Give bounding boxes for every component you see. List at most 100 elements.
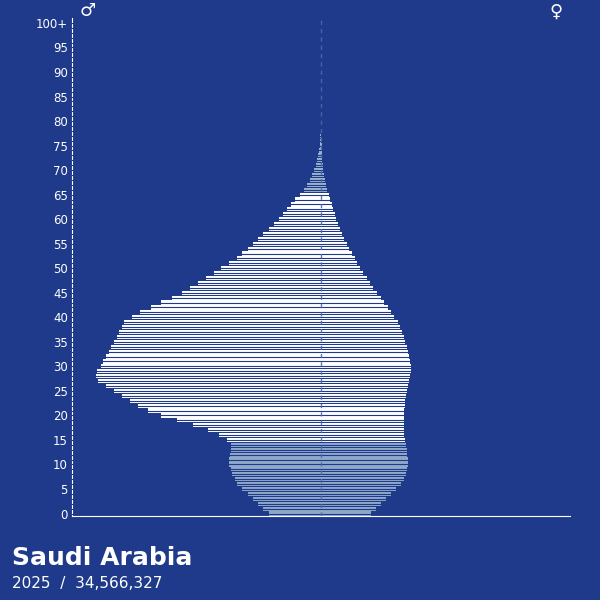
Bar [248, 247, 321, 251]
Bar [132, 315, 321, 319]
Bar [214, 271, 321, 275]
Bar [229, 261, 321, 265]
Bar [229, 457, 321, 461]
Bar [172, 296, 321, 300]
Bar [321, 290, 377, 295]
Bar [287, 207, 321, 211]
Bar [321, 350, 408, 354]
Bar [320, 143, 321, 148]
Bar [321, 477, 404, 481]
Text: 2025  /  34,566,327: 2025 / 34,566,327 [12, 576, 163, 591]
Bar [291, 202, 321, 206]
Bar [161, 413, 321, 418]
Bar [98, 379, 321, 383]
Bar [321, 448, 407, 452]
Bar [230, 467, 321, 472]
Bar [321, 502, 381, 506]
Bar [320, 139, 321, 143]
Bar [101, 364, 321, 368]
Bar [321, 232, 342, 236]
Bar [321, 242, 347, 246]
Bar [321, 251, 352, 256]
Bar [321, 256, 355, 260]
Bar [112, 344, 321, 349]
Text: #ffffff: #ffffff [82, 32, 86, 33]
Bar [313, 173, 321, 177]
Bar [130, 398, 321, 403]
Bar [137, 404, 321, 407]
Bar [229, 463, 321, 467]
Bar [319, 153, 321, 157]
Bar [161, 301, 321, 305]
Bar [103, 359, 321, 364]
Bar [263, 506, 321, 511]
Bar [177, 418, 321, 422]
Bar [182, 290, 321, 295]
Bar [321, 163, 323, 167]
Bar [321, 418, 404, 422]
Bar [321, 452, 407, 457]
Bar [321, 168, 323, 172]
Text: Saudi Arabia: Saudi Arabia [12, 546, 193, 570]
Bar [321, 413, 404, 418]
Bar [208, 428, 321, 432]
Bar [119, 330, 321, 334]
Bar [321, 330, 402, 334]
Bar [321, 286, 373, 290]
Bar [321, 325, 400, 329]
Bar [321, 384, 408, 388]
Bar [206, 276, 321, 280]
Bar [269, 511, 321, 515]
Bar [321, 281, 370, 285]
Bar [321, 506, 376, 511]
Bar [320, 134, 321, 138]
Bar [114, 340, 321, 344]
Bar [316, 163, 321, 167]
Bar [321, 315, 394, 319]
Bar [321, 158, 322, 163]
Bar [283, 212, 321, 217]
Bar [321, 364, 410, 368]
Bar [235, 477, 321, 481]
Bar [321, 178, 325, 182]
Bar [242, 487, 321, 491]
Bar [317, 158, 321, 163]
Bar [321, 389, 407, 393]
Bar [321, 404, 405, 407]
Bar [190, 286, 321, 290]
Bar [124, 320, 321, 324]
Bar [321, 344, 407, 349]
Bar [321, 202, 332, 206]
Bar [114, 389, 321, 393]
Bar [304, 188, 321, 192]
Bar [321, 310, 391, 314]
Bar [253, 497, 321, 501]
Bar [321, 398, 406, 403]
Bar [321, 340, 406, 344]
Bar [321, 237, 344, 241]
Bar [321, 335, 404, 339]
Bar [321, 305, 388, 310]
Bar [321, 276, 367, 280]
Bar [198, 281, 321, 285]
Bar [221, 266, 321, 271]
Bar [237, 482, 321, 486]
Bar [321, 197, 330, 202]
Bar [242, 251, 321, 256]
Bar [321, 359, 410, 364]
Bar [321, 472, 406, 476]
Bar [106, 384, 321, 388]
Bar [321, 428, 404, 432]
Bar [321, 207, 334, 211]
Bar [321, 222, 338, 226]
Bar [307, 183, 321, 187]
Bar [321, 153, 322, 157]
Bar [310, 178, 321, 182]
Bar [140, 310, 321, 314]
Bar [151, 305, 321, 310]
Bar [321, 227, 340, 231]
Bar [253, 242, 321, 246]
Bar [321, 301, 385, 305]
Text: ♀: ♀ [550, 2, 563, 20]
Bar [321, 266, 361, 271]
